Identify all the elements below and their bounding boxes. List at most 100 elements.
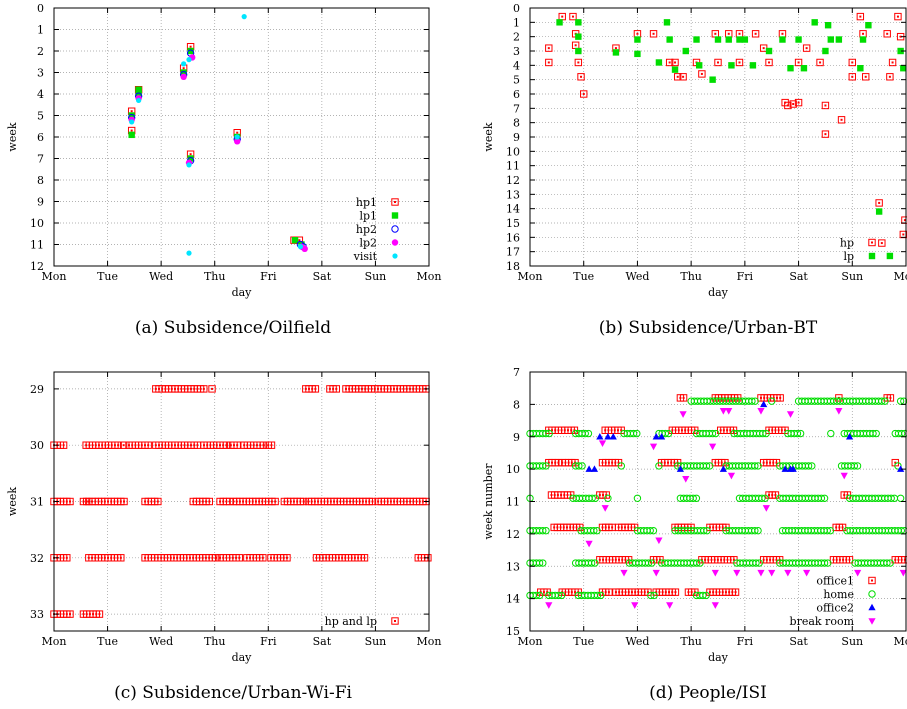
data-point [664,429,673,438]
data-point-core [561,15,564,18]
data-point-core [738,61,741,64]
data-point-core [620,429,623,432]
data-point-core [236,444,239,447]
data-point-core [824,133,827,136]
data-point [733,569,741,577]
data-point [666,36,673,43]
data-point [824,22,832,29]
legend-marker-core [871,241,873,244]
data-point-core [902,233,905,236]
data-point [900,65,907,72]
data-point [784,101,792,110]
data-point [136,97,142,104]
x-tick-label: Mon [894,270,907,283]
data-point-core [797,61,800,64]
data-point [609,432,617,440]
data-point-core [896,15,899,18]
data-point [620,569,628,577]
y-tick-label: 8 [513,117,520,130]
data-point [848,73,856,81]
data-point [332,385,340,393]
data-point [692,494,701,502]
data-point [649,30,658,38]
data-point-core [571,15,574,18]
legend-label: lp1 [359,210,377,223]
y-tick-label: 6 [513,88,520,101]
data-point-core [119,556,122,559]
data-point [241,14,247,20]
data-point [820,559,829,567]
y-tick-label: 8 [37,174,44,187]
data-point-core [864,75,867,78]
data-point-core [225,444,228,447]
data-point [886,559,894,567]
data-point-core [754,32,757,35]
data-point [883,559,891,567]
y-tick-label: 12 [506,174,520,187]
data-point [698,70,706,78]
data-point-core [122,444,125,447]
data-point-core [738,32,741,35]
data-point-core [65,556,68,559]
data-point [644,559,653,567]
y-tick-label: 12 [30,260,44,273]
data-point [741,36,749,43]
x-axis-label: day [232,651,253,664]
y-tick-label: 15 [506,625,520,638]
data-point [360,554,369,562]
series-3-3 [545,408,907,609]
data-point-core [700,72,703,75]
data-point [581,429,589,438]
data-point-core [824,104,827,107]
y-axis-label: week [482,122,495,151]
data-point [233,441,241,449]
data-point [794,98,803,107]
data-point [702,462,711,470]
data-point [676,465,684,472]
data-point [822,47,829,55]
data-point [696,559,704,567]
data-point [299,497,308,506]
data-point [735,58,744,67]
data-point [574,58,583,67]
data-point-core [797,101,800,104]
data-point [539,462,547,470]
data-point [760,400,768,408]
data-point-core [236,131,239,134]
data-point [180,69,187,76]
data-point [706,462,714,470]
data-point-core [611,526,614,529]
data-point [205,497,213,506]
data-point [794,58,803,67]
data-point [888,58,897,67]
data-point-core [899,35,902,38]
data-point [765,58,773,67]
data-point [869,429,877,438]
data-point [751,526,759,535]
data-point [702,591,710,600]
y-tick-label: 6 [37,131,44,144]
data-point [655,537,663,545]
data-point [291,237,299,244]
data-point-core [371,500,374,503]
x-tick-label: Thu [680,635,702,648]
data-point-core [775,461,778,464]
x-tick-label: Sun [841,270,863,283]
data-point [802,44,811,52]
series-0-3 [128,54,308,252]
data-point [779,36,786,43]
legend: hp and lp [325,615,399,628]
series-0-1 [128,47,305,248]
y-tick-label: 2 [513,31,520,44]
x-tick-label: Fri [737,635,754,648]
data-point [649,526,658,535]
data-point-core [189,153,192,156]
data-point [535,559,544,567]
y-axis-label: week [6,487,19,516]
data-point [817,494,826,502]
data-point-core [156,500,159,503]
x-tick-label: Fri [260,270,277,283]
data-point [762,505,770,512]
data-point [222,441,231,449]
